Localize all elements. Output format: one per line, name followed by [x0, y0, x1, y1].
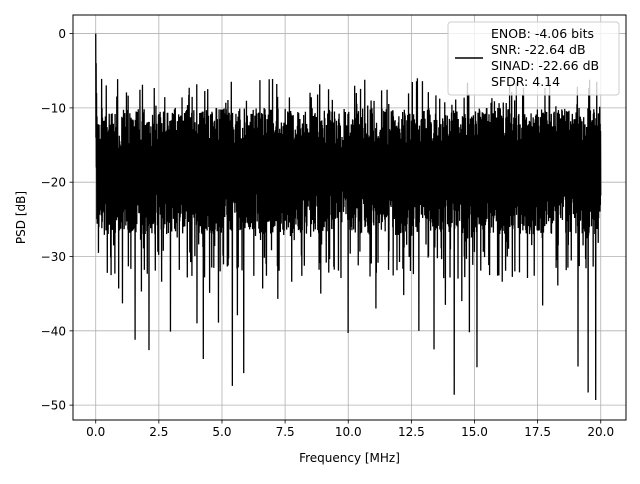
x-axis-label: Frequency [MHz]	[299, 451, 400, 465]
plot-frame	[72, 14, 627, 421]
y-axis-label: PSD [dB]	[14, 191, 28, 244]
psd-trace-line	[95, 33, 602, 400]
x-tick-label: 12.5	[398, 425, 425, 439]
x-tick-label: 7.5	[276, 425, 295, 439]
y-tick-label: −20	[41, 176, 66, 190]
x-axis-ticks: 0.0 2.5 5.0 7.5 10.0 12.5 15.0 17.5 20.0	[86, 420, 614, 439]
y-tick-label: −30	[41, 250, 66, 264]
legend-snr: SNR: -22.64 dB	[491, 42, 586, 57]
x-tick-label: 10.0	[335, 425, 362, 439]
x-tick-label: 20.0	[587, 425, 614, 439]
y-tick-label: −10	[41, 101, 66, 115]
legend: ENOB: -4.06 bits SNR: -22.64 dB SINAD: -…	[447, 21, 620, 96]
y-axis-ticks: 0 −10 −20 −30 −40 −50	[41, 27, 73, 413]
legend-sfdr: SFDR: 4.14	[491, 74, 560, 89]
x-tick-label: 15.0	[461, 425, 488, 439]
psd-trace-group	[95, 33, 602, 400]
y-tick-label: −40	[41, 324, 66, 338]
x-tick-label: 2.5	[149, 425, 168, 439]
legend-box	[447, 21, 620, 96]
x-tick-label: 0.0	[86, 425, 105, 439]
y-tick-label: 0	[58, 27, 66, 41]
x-tick-label: 5.0	[212, 425, 231, 439]
legend-enob: ENOB: -4.06 bits	[491, 26, 594, 41]
x-tick-label: 17.5	[524, 425, 551, 439]
y-tick-label: −50	[41, 399, 66, 413]
legend-sinad: SINAD: -22.66 dB	[491, 58, 599, 73]
